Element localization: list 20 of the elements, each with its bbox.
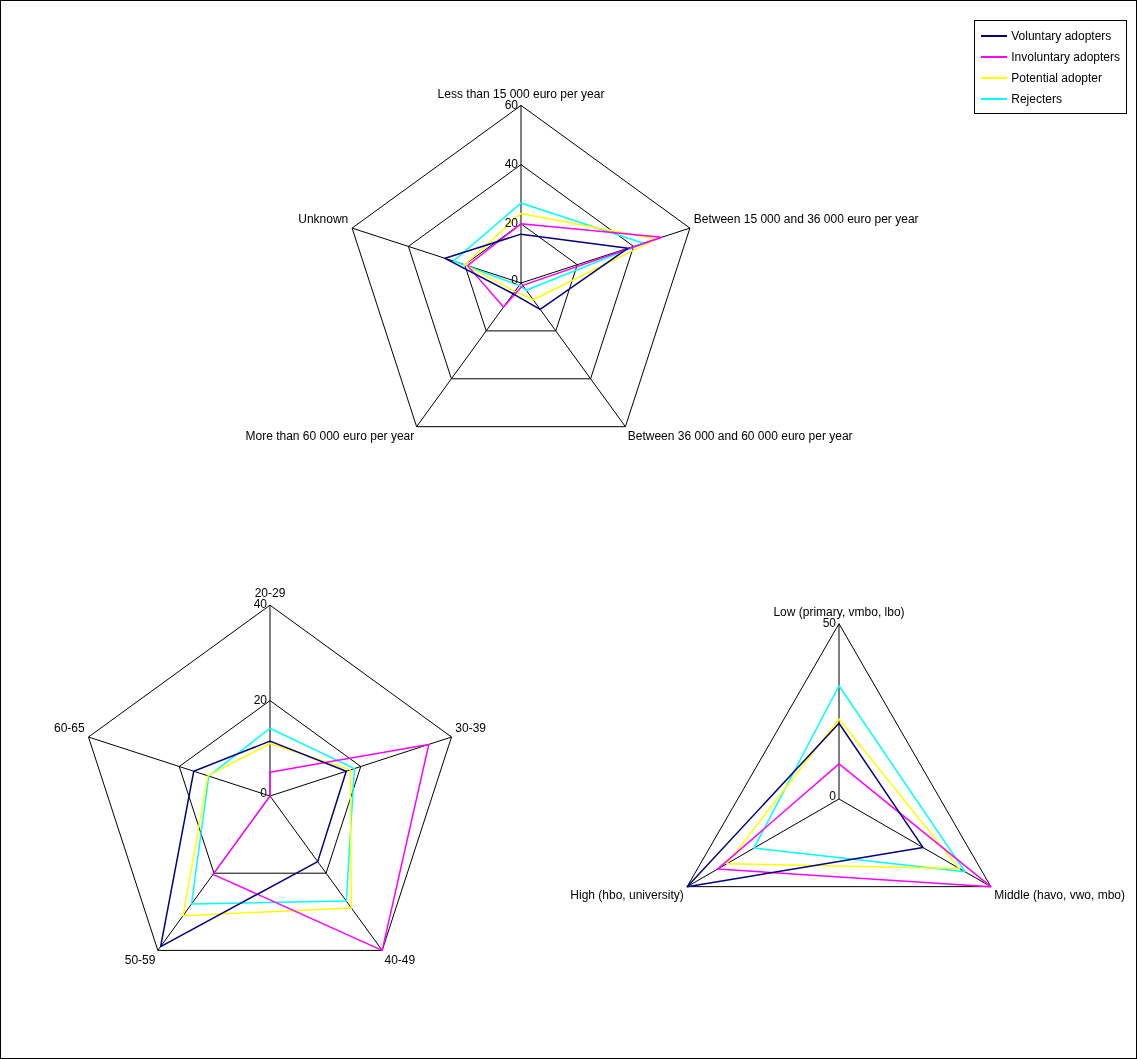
legend-label: Involuntary adopters (1011, 49, 1120, 64)
spoke-label: Middle (havo, vwo, mbo) (994, 888, 1125, 903)
spoke-label: High (hbo, university) (570, 888, 684, 903)
spoke-label: Unknown (298, 212, 349, 226)
spoke-label: Low (primary, vmbo, lbo) (773, 604, 905, 619)
y-tick-label: 20 (253, 692, 268, 707)
legend-label: Potential adopter (1011, 70, 1102, 85)
legend-label: Rejecters (1011, 91, 1062, 106)
spoke-label: Between 36 000 and 60 000 euro per year (627, 429, 853, 444)
y-tick-label: 40 (253, 597, 268, 612)
legend-label: Voluntary adopters (1011, 28, 1112, 43)
y-tick-label: 40 (504, 156, 519, 171)
spoke-label: 30-39 (455, 720, 487, 735)
y-tick-label: 50 (822, 616, 837, 631)
spoke-label: Between 15 000 and 36 000 euro per year (693, 212, 919, 226)
spoke-label: More than 60 000 euro per year (245, 429, 415, 444)
spoke-label: 60-65 (53, 720, 86, 735)
spoke-label: 50-59 (124, 953, 156, 968)
spoke-label: 40-49 (384, 953, 416, 968)
y-tick-label: 0 (829, 789, 837, 804)
